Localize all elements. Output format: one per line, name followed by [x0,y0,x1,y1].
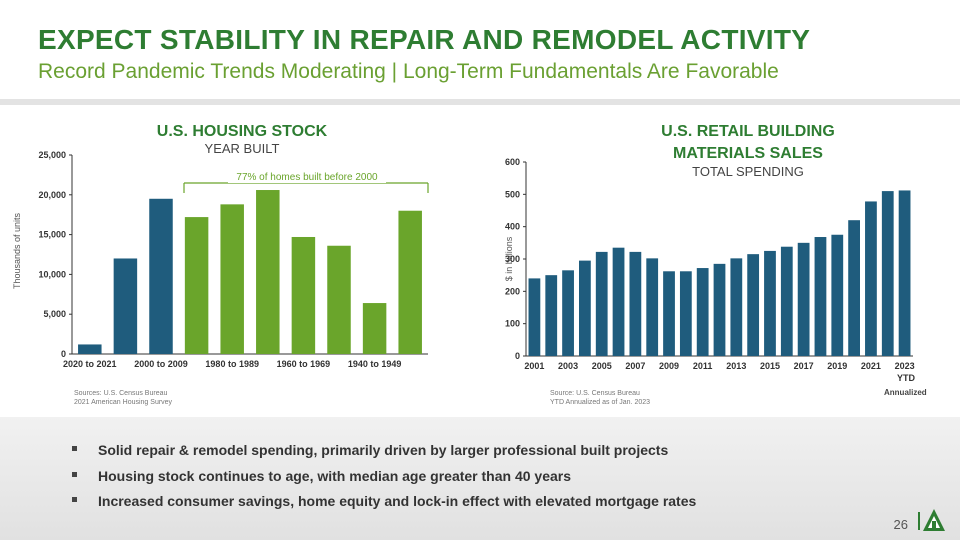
materials-y-tick-label: 0 [515,351,520,361]
housing-y-axis-label: Thousands of units [12,212,22,289]
materials-x-tick-label: 2011 [693,361,713,371]
housing-bar [362,303,387,354]
housing-y-tick-label: 10,000 [38,269,66,279]
materials-bar [747,254,760,356]
materials-bar [898,190,911,356]
bullet-square-icon [72,446,77,451]
annualized-label: Annualized [884,388,927,397]
takeaways-panel: Solid repair & remodel spending, primari… [0,417,960,540]
materials-x-tick-label: 2017 [794,361,814,371]
materials-source-line-1: Source: U.S. Census Bureau [550,390,640,397]
building-materials-chart: U.S. RETAIL BUILDING MATERIALS SALES TOT… [504,123,927,406]
materials-y-tick-label: 100 [505,319,520,329]
company-logo-icon [923,509,945,531]
materials-x-tick-label: 2003 [558,361,578,371]
page-subtitle: Record Pandemic Trends Moderating | Long… [38,60,779,83]
materials-bar [595,251,608,356]
bullet-square-icon [72,471,77,477]
housing-bar [113,258,138,354]
materials-y-tick-label: 400 [505,222,520,232]
housing-bar [78,344,102,354]
materials-bar [579,260,591,356]
materials-y-tick-label: 200 [505,286,520,296]
materials-x-tick-label: 2019 [827,361,847,371]
materials-x-tick-label: 2021 [861,361,881,371]
takeaway-text: Increased consumer savings, home equity … [98,493,697,509]
materials-x-tick-label: 2001 [524,361,544,371]
materials-x-tick-label: 2023 [895,361,915,371]
housing-chart-title: U.S. HOUSING STOCK [157,123,328,140]
materials-y-tick-label: 500 [505,189,520,199]
materials-bar [764,250,776,356]
page-title: EXPECT STABILITY IN REPAIR AND REMODEL A… [38,24,811,55]
housing-stock-chart: U.S. HOUSING STOCK YEAR BUILT Thousands … [12,123,429,406]
housing-bar [291,236,316,354]
materials-y-axis-label: $ in billions [504,236,514,281]
housing-x-tick-label: 2000 to 2009 [134,359,188,369]
housing-chart-subtitle: YEAR BUILT [205,141,280,156]
ytd-label: YTD [897,373,916,383]
annotation-background [228,169,386,183]
materials-bar [848,220,860,356]
takeaway-item: Solid repair & remodel spending, primari… [72,441,696,467]
materials-bar [831,234,844,356]
housing-x-tick-label: 1940 to 1949 [348,359,402,369]
housing-x-tick-label: 2020 to 2021 [63,359,117,369]
materials-bar [814,237,827,356]
takeaway-text: Housing stock continues to age, with med… [98,467,572,484]
materials-x-tick-label: 2015 [760,361,780,371]
housing-x-tick-label: 1960 to 1969 [277,359,331,369]
materials-bar [713,263,726,356]
materials-bar [663,271,675,356]
materials-chart-title-line-1: U.S. RETAIL BUILDING [661,123,835,140]
materials-bar [679,271,692,356]
housing-bar [327,245,351,354]
takeaway-item: Housing stock continues to age, with med… [72,467,696,493]
materials-x-tick-label: 2013 [726,361,746,371]
materials-x-tick-label: 2007 [625,361,645,371]
annotation-label: 77% of homes built before 2000 [236,172,378,183]
materials-bar [696,268,709,356]
materials-x-tick-label: 2009 [659,361,679,371]
page-number: 26 [893,517,908,532]
materials-bar [730,258,743,356]
takeaways-list: Solid repair & remodel spending, primari… [72,441,696,518]
materials-bar [545,275,558,356]
materials-bar [562,270,574,356]
materials-y-tick-label: 300 [505,254,520,264]
housing-bar [184,217,209,354]
housing-y-tick-label: 5,000 [43,309,66,319]
housing-bar [220,204,244,354]
materials-source-line-2: YTD Annualized as of Jan. 2023 [550,399,650,406]
materials-bar [881,191,894,356]
header-divider [0,99,960,105]
materials-bar [629,251,642,356]
materials-bar [528,278,541,356]
materials-bar [865,201,877,356]
materials-bar [646,258,659,356]
charts-panel: U.S. HOUSING STOCK YEAR BUILT Thousands … [0,105,960,417]
housing-bar [149,198,173,354]
housing-y-tick-label: 0 [61,349,66,359]
housing-bar [256,190,280,354]
housing-source-line-1: Sources: U.S. Census Bureau [74,390,167,397]
takeaway-item: Increased consumer savings, home equity … [72,492,696,518]
materials-bar [780,246,793,356]
housing-x-tick-label: 1980 to 1989 [205,359,259,369]
housing-y-tick-label: 25,000 [38,150,66,160]
materials-bar [797,242,810,356]
materials-x-tick-label: 2005 [592,361,612,371]
housing-source-line-2: 2021 American Housing Survey [74,399,173,406]
logo-divider [918,512,920,530]
materials-chart-subtitle: TOTAL SPENDING [692,164,804,179]
materials-chart-title-line-2: MATERIALS SALES [673,145,823,162]
housing-y-tick-label: 20,000 [38,190,66,200]
housing-bar [398,210,422,354]
housing-y-tick-label: 15,000 [38,230,66,240]
materials-y-tick-label: 600 [505,157,520,167]
bullet-square-icon [72,497,77,502]
materials-bar [612,247,625,356]
takeaway-text: Solid repair & remodel spending, primari… [98,442,669,458]
